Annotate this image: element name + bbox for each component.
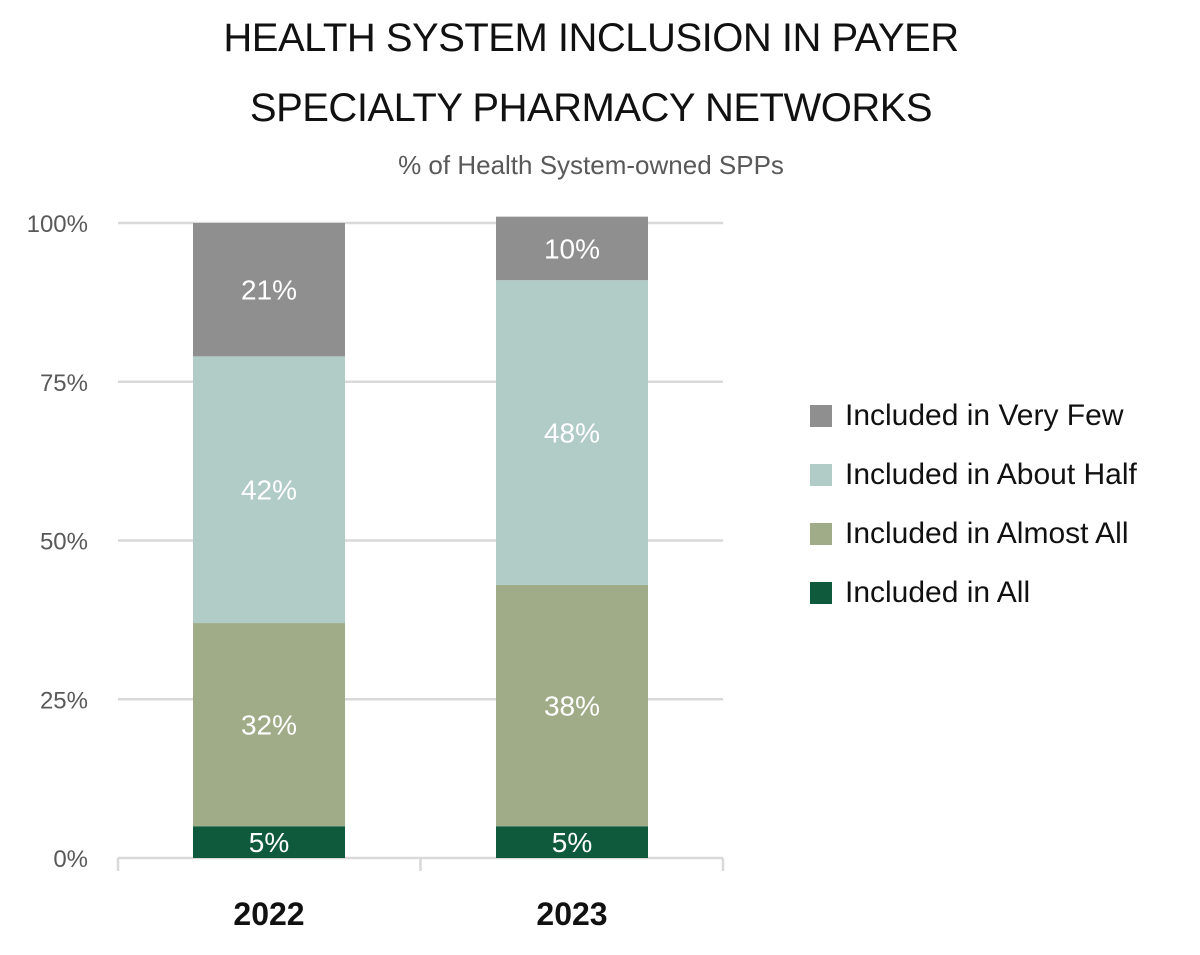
data-label: 42% xyxy=(241,475,297,506)
bar-segment xyxy=(193,623,345,827)
bar-segment xyxy=(496,280,648,585)
data-label: 5% xyxy=(249,827,289,858)
legend-label: Included in Almost All xyxy=(845,516,1129,550)
bar-segment xyxy=(496,584,648,827)
x-category-label: 2022 xyxy=(233,896,304,932)
x-category-label: 2023 xyxy=(536,896,607,932)
data-label: 21% xyxy=(241,275,297,306)
bar-segment xyxy=(496,826,648,858)
legend-item: Included in Very Few xyxy=(810,386,1137,445)
bar-segment xyxy=(193,223,345,357)
chart-subtitle: % of Health System-owned SPPs xyxy=(398,150,784,180)
bar-segment xyxy=(193,826,345,858)
data-label: 5% xyxy=(552,827,592,858)
legend-item: Included in All xyxy=(810,563,1137,622)
data-label: 48% xyxy=(544,418,600,449)
y-tick-label: 0% xyxy=(53,846,88,873)
chart-title-line-1: HEALTH SYSTEM INCLUSION IN PAYER xyxy=(223,16,959,60)
chart-legend: Included in Very Few Included in About Ha… xyxy=(810,386,1137,622)
legend-label: Included in Very Few xyxy=(845,398,1124,432)
y-tick-label: 100% xyxy=(27,211,88,238)
y-tick-label: 50% xyxy=(40,529,88,556)
legend-label: Included in All xyxy=(845,575,1031,609)
legend-item: Included in About Half xyxy=(810,445,1137,504)
data-label: 32% xyxy=(241,710,297,741)
bar-segment xyxy=(496,216,648,281)
legend-swatch xyxy=(810,522,832,545)
legend-label: Included in About Half xyxy=(845,457,1137,491)
y-tick-label: 75% xyxy=(40,370,88,397)
legend-swatch xyxy=(810,404,832,427)
bar-segment xyxy=(193,356,345,624)
y-tick-label: 25% xyxy=(40,687,88,714)
legend-swatch xyxy=(810,581,832,604)
data-label: 10% xyxy=(544,233,600,264)
legend-item: Included in Almost All xyxy=(810,504,1137,563)
chart-title-line-2: SPECIALTY PHARMACY NETWORKS xyxy=(249,86,933,130)
data-label: 38% xyxy=(544,691,600,722)
legend-swatch xyxy=(810,463,832,486)
